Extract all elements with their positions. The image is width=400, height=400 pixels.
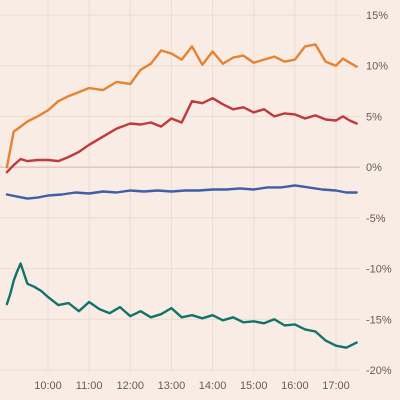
- x-axis-tick-labels: 10:00 11:00 12:00 13:00 14:00 15:00 16:00 17:00: [34, 380, 350, 392]
- y-tick-label: -15%: [366, 314, 392, 326]
- y-tick-label: 5%: [366, 111, 382, 123]
- series-line-3: [5, 184, 358, 200]
- y-tick-label: -10%: [366, 264, 392, 276]
- series-line-4: [5, 262, 358, 349]
- series-line-1: [5, 43, 358, 169]
- y-tick-label: 10%: [366, 61, 388, 73]
- y-tick-label: -5%: [366, 213, 386, 225]
- x-tick-label: 15:00: [240, 380, 268, 392]
- x-tick-label: 11:00: [76, 380, 103, 392]
- series-line-2: [5, 97, 358, 174]
- y-tick-label: -20%: [366, 365, 392, 377]
- y-tick-label: 0%: [366, 162, 382, 174]
- x-tick-label: 13:00: [158, 380, 186, 392]
- y-axis-tick-labels: 15% 10% 5% 0% -5% -10% -15% -20%: [366, 10, 392, 377]
- x-tick-label: 16:00: [281, 380, 309, 392]
- series-lines: [5, 43, 358, 349]
- horizontal-gridlines: [0, 14, 360, 371]
- x-tick-label: 12:00: [117, 380, 145, 392]
- x-tick-label: 10:00: [34, 380, 62, 392]
- y-tick-label: 15%: [366, 10, 388, 22]
- x-tick-label: 14:00: [199, 380, 227, 392]
- x-tick-label: 17:00: [322, 380, 350, 392]
